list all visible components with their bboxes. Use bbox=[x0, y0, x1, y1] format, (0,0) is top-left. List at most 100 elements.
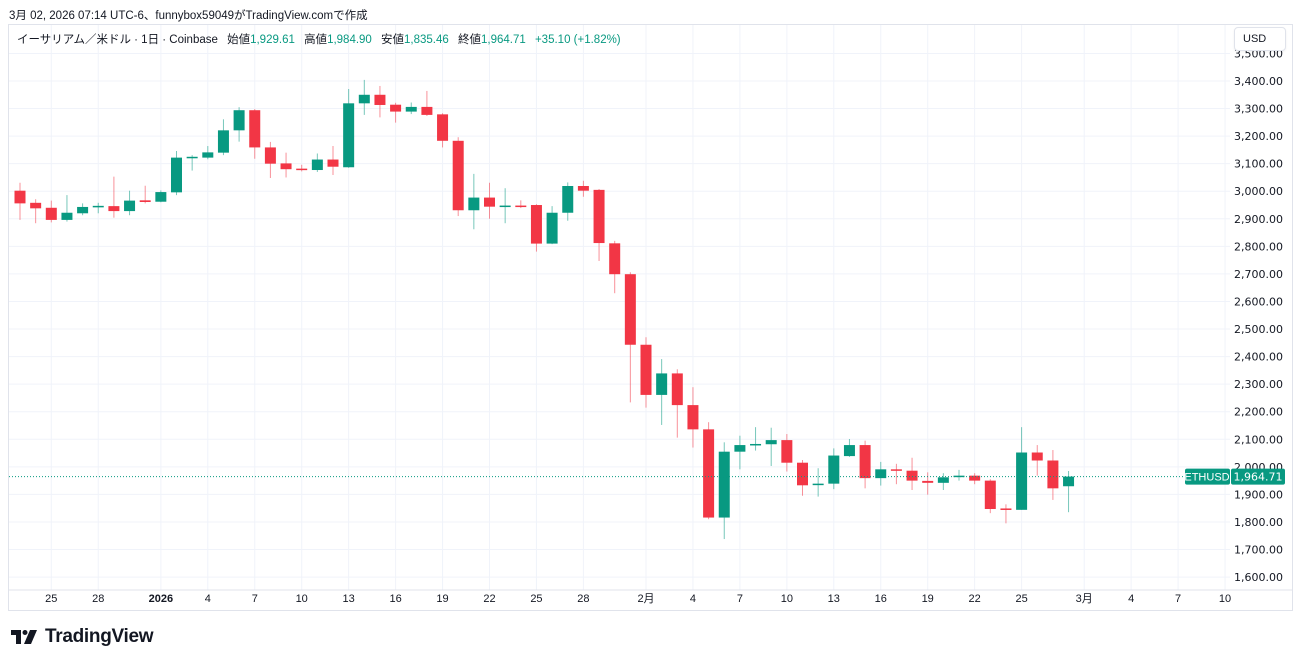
time-tick-label: 7 bbox=[252, 593, 258, 605]
candle-body bbox=[765, 440, 777, 445]
time-tick-label: 22 bbox=[483, 593, 495, 605]
candle-up bbox=[202, 146, 214, 160]
candle-body bbox=[358, 94, 370, 104]
ohlc-legend: イーサリアム／米ドル · 1日 · Coinbase 始値1,929.61 高値… bbox=[17, 31, 627, 47]
candle-body bbox=[233, 110, 245, 131]
candle-up bbox=[155, 190, 167, 203]
time-tick-label: 16 bbox=[875, 593, 887, 605]
candle-down bbox=[108, 176, 120, 218]
candle-body bbox=[77, 206, 89, 214]
candle-body bbox=[515, 205, 527, 208]
time-tick-label: 13 bbox=[343, 593, 355, 605]
candle-body bbox=[577, 186, 589, 191]
time-tick-label: 22 bbox=[969, 593, 981, 605]
price-tag-bg bbox=[1231, 468, 1285, 485]
candle-up bbox=[937, 473, 949, 490]
currency-button[interactable]: USD bbox=[1234, 27, 1286, 51]
candle-down bbox=[515, 200, 527, 209]
price-tick-label: 2,600.00 bbox=[1234, 295, 1283, 308]
candle-down bbox=[45, 200, 57, 223]
candle-down bbox=[14, 182, 26, 220]
candle-down bbox=[280, 152, 292, 178]
candle-body bbox=[390, 104, 402, 112]
candle-down bbox=[249, 109, 261, 159]
candle-down bbox=[1047, 450, 1059, 500]
close-label: 終値 bbox=[458, 34, 481, 46]
close-value: 1,964.71 bbox=[481, 34, 526, 46]
price-tick-label: 2,900.00 bbox=[1234, 213, 1283, 226]
candle-body bbox=[484, 197, 495, 207]
candle-body bbox=[30, 202, 42, 209]
price-tick-label: 3,100.00 bbox=[1234, 158, 1283, 171]
candle-up bbox=[311, 153, 323, 172]
candle-down bbox=[1031, 445, 1043, 476]
candle-up bbox=[718, 442, 730, 540]
candle-body bbox=[327, 159, 339, 167]
grid-lines bbox=[9, 25, 1293, 591]
candle-body bbox=[171, 157, 182, 193]
tradingview-logo[interactable]: TradingView bbox=[11, 626, 154, 648]
candle-down bbox=[484, 182, 495, 219]
candle-up bbox=[92, 202, 104, 214]
last-price-tag: ETHUSD 1,964.71 bbox=[1184, 468, 1285, 485]
candle-body bbox=[750, 443, 762, 446]
candle-body bbox=[890, 469, 902, 471]
candle-down bbox=[922, 472, 934, 495]
price-tick-label: 3,200.00 bbox=[1234, 130, 1283, 143]
candle-body bbox=[217, 130, 229, 153]
candle-body bbox=[562, 186, 574, 213]
logo-text: TradingView bbox=[45, 626, 154, 647]
candle-body bbox=[139, 200, 151, 202]
candle-up bbox=[656, 359, 668, 425]
price-tick-label: 3,400.00 bbox=[1234, 75, 1283, 88]
time-tick-label: 10 bbox=[296, 593, 308, 605]
candle-body bbox=[343, 103, 355, 168]
candle-body bbox=[437, 114, 449, 141]
time-tick-label: 25 bbox=[530, 593, 542, 605]
price-tick-label: 3,300.00 bbox=[1234, 103, 1283, 116]
price-tick-label: 2,100.00 bbox=[1234, 433, 1283, 446]
candle-up bbox=[734, 435, 746, 470]
candle-body bbox=[530, 205, 542, 244]
time-tick-label: 25 bbox=[45, 593, 57, 605]
price-axis[interactable]: 3,500.003,400.003,300.003,200.003,100.00… bbox=[1234, 47, 1283, 584]
candle-body bbox=[875, 469, 887, 479]
price-tick-label: 3,000.00 bbox=[1234, 185, 1283, 198]
symbol-label[interactable]: イーサリアム／米ドル · 1日 · Coinbase bbox=[17, 34, 218, 46]
candle-up bbox=[77, 203, 89, 216]
time-axis[interactable]: 25 28 2026 4 7 10 13 16 19 22 25 28 2月 4 7 10 13 16 19 22 25… bbox=[45, 593, 1231, 605]
high-value: 1,984.90 bbox=[327, 34, 372, 46]
price-tick-label: 2,300.00 bbox=[1234, 378, 1283, 391]
price-tick-label: 1,700.00 bbox=[1234, 544, 1283, 557]
candle-body bbox=[1047, 460, 1059, 489]
candle-body bbox=[828, 455, 840, 484]
candle-down bbox=[421, 90, 433, 117]
price-tick-label: 1,600.00 bbox=[1234, 571, 1283, 584]
candle-down bbox=[390, 102, 402, 123]
time-tick-label: 7 bbox=[737, 593, 743, 605]
candle-down bbox=[1000, 504, 1012, 524]
high-label: 高値 bbox=[304, 34, 328, 46]
candle-down bbox=[797, 459, 808, 496]
candle-up bbox=[61, 195, 73, 222]
candle-down bbox=[687, 387, 699, 448]
candle-down bbox=[624, 272, 636, 403]
candle-down bbox=[906, 457, 918, 490]
chart-caption: 3月 02, 2026 07:14 UTC-6、funnybox59049がTr… bbox=[9, 10, 368, 22]
candle-down bbox=[577, 180, 589, 197]
candle-body bbox=[311, 159, 323, 171]
price-tick-label: 1,900.00 bbox=[1234, 488, 1283, 501]
candle-body bbox=[1016, 452, 1028, 510]
price-tick-label: 2,200.00 bbox=[1234, 406, 1283, 419]
candle-up bbox=[953, 469, 965, 481]
candle-body bbox=[797, 462, 808, 486]
candle-down bbox=[609, 240, 621, 294]
candle-up bbox=[843, 439, 855, 457]
time-tick-label: 19 bbox=[436, 593, 448, 605]
candle-body bbox=[656, 373, 668, 395]
time-tick-label: 13 bbox=[828, 593, 840, 605]
candle-body bbox=[45, 207, 57, 220]
candle-body bbox=[452, 140, 464, 211]
candle-body bbox=[593, 189, 605, 244]
